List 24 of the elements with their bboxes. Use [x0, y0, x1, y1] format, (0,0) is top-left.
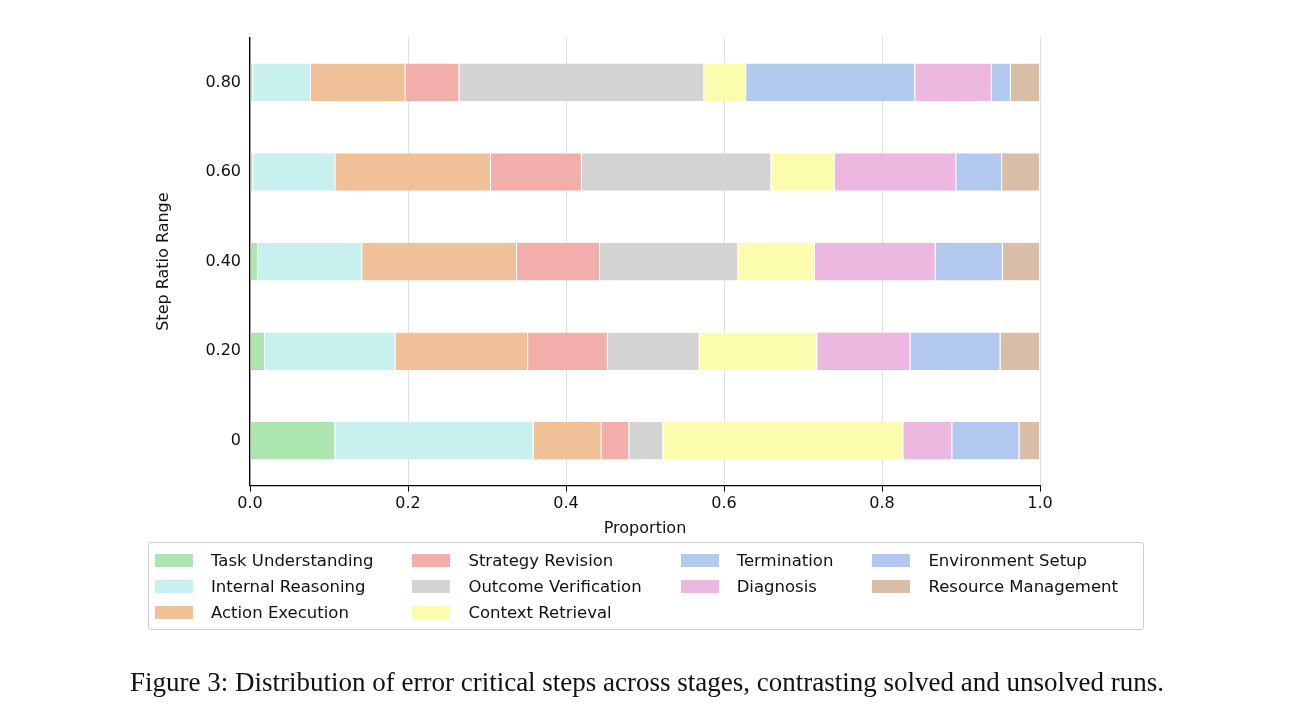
y-axis-title: Step Ratio Range	[152, 192, 172, 331]
caption: Figure 3: Distribution of error critical steps across stages, contrasting solved and unsolved runs.	[128, 667, 1165, 698]
legend-label: Diagnosis	[736, 576, 817, 596]
x-tick-label: 1.0	[1027, 493, 1053, 513]
legend-label: Action Execution	[211, 602, 349, 622]
x-axis-title: Proportion	[603, 517, 687, 537]
legend-label: Resource Management	[928, 576, 1119, 596]
y-tick-label: 0	[230, 429, 241, 449]
y-tick-label: 0.20	[205, 340, 241, 360]
y-tick-label: 0.40	[205, 250, 241, 270]
legend-label: Strategy Revision	[468, 550, 614, 570]
legend-label: Outcome Verification	[468, 576, 642, 596]
legend-label: Termination	[736, 550, 834, 570]
y-tick-label: 0.60	[205, 161, 241, 181]
x-tick-label: 0.4	[553, 493, 579, 513]
x-tick-label: 0.6	[711, 493, 737, 513]
x-tick-label: 0.0	[237, 493, 263, 513]
x-tick-label: 0.2	[395, 493, 421, 513]
legend-label: Task Understanding	[211, 550, 374, 570]
legend-label: Context Retrieval	[468, 602, 612, 622]
x-tick-label: 0.8	[869, 493, 895, 513]
legend-label: Internal Reasoning	[211, 576, 366, 596]
legend-label: Environment Setup	[928, 550, 1088, 570]
y-tick-label: 0.80	[205, 71, 241, 91]
